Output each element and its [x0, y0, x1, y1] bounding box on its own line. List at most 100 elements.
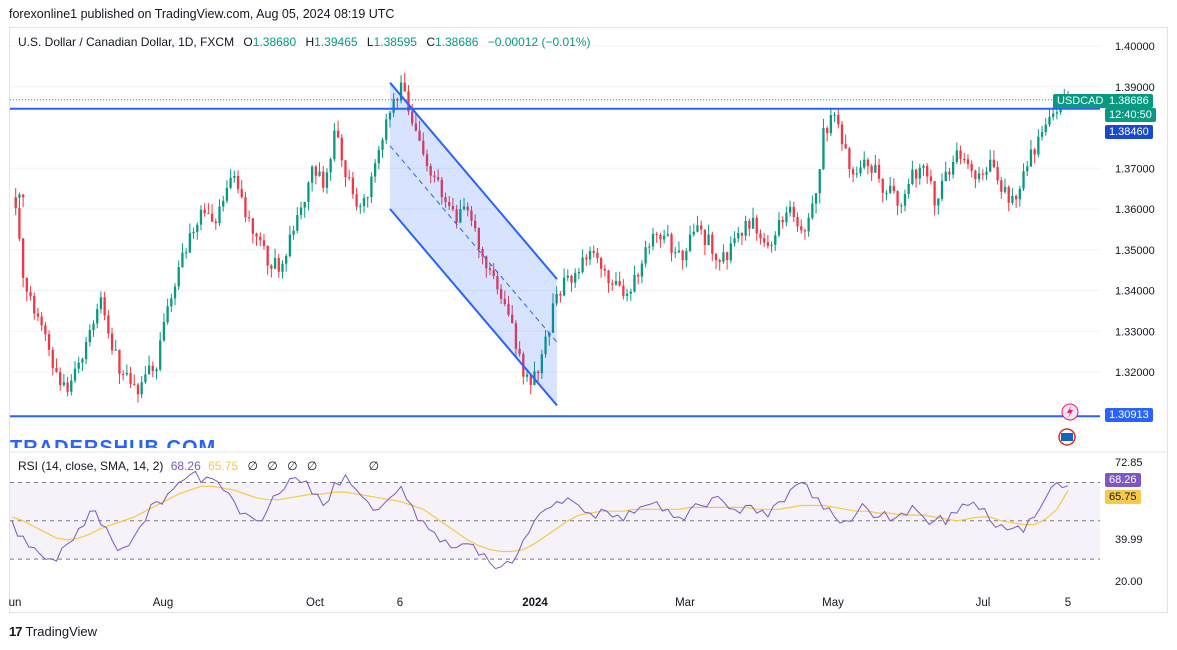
- candle-body: [944, 171, 947, 182]
- candle-body: [285, 256, 288, 264]
- candle-body: [603, 268, 606, 271]
- candle-body: [140, 382, 143, 395]
- candle-body: [488, 268, 492, 271]
- candle-body: [914, 169, 918, 179]
- candle-body: [1033, 149, 1036, 155]
- candle-body: [418, 130, 421, 141]
- candle-body: [88, 330, 91, 343]
- rsi-axis-label: 39.99: [1115, 534, 1143, 546]
- candle-body: [422, 140, 425, 155]
- candle-body: [885, 192, 888, 194]
- candle-body: [362, 197, 366, 207]
- candle-body: [25, 277, 28, 292]
- candle-body: [448, 202, 451, 206]
- x-tick-label: 2024: [522, 597, 548, 609]
- candle-body: [21, 238, 25, 278]
- candle-body: [566, 275, 569, 278]
- candle-body: [1029, 149, 1033, 167]
- candle-body: [314, 166, 317, 176]
- candle-body: [900, 205, 903, 207]
- candle-body: [96, 309, 99, 324]
- candle-body: [329, 159, 332, 173]
- rsi-legend: RSI (14, close, SMA, 14, 2) 68.26 65.75 …: [18, 459, 379, 473]
- candle-body: [748, 220, 751, 229]
- candle-body: [474, 220, 477, 229]
- candle-body: [296, 214, 299, 231]
- close-label: C: [426, 35, 435, 49]
- candle-body: [1011, 195, 1014, 203]
- candle-body: [685, 251, 688, 261]
- candle-body: [996, 167, 999, 181]
- candle-body: [662, 235, 666, 240]
- candle-body: [651, 234, 655, 247]
- high-label: H: [305, 35, 315, 49]
- candle-body: [955, 150, 958, 162]
- candle-body: [640, 263, 644, 277]
- candle-body: [188, 233, 192, 253]
- candle-body: [1026, 166, 1029, 172]
- candle-body: [381, 139, 384, 150]
- symbol-title: U.S. Dollar / Canadian Dollar, 1D, FXCM: [18, 35, 235, 49]
- candle-body: [677, 250, 681, 253]
- candle-body: [866, 159, 870, 166]
- candle-body: [625, 293, 629, 296]
- candle-body: [777, 219, 781, 236]
- candle-body: [655, 234, 658, 236]
- candle-body: [370, 176, 373, 198]
- candle-body: [536, 371, 540, 374]
- candle-body: [222, 200, 225, 207]
- candle-body: [870, 165, 873, 173]
- candle-body: [992, 159, 996, 168]
- candle-body: [911, 169, 914, 184]
- candle-body: [548, 332, 551, 337]
- footer-brand[interactable]: 17 TradingView: [9, 624, 97, 639]
- candle-body: [733, 238, 736, 244]
- candle-body: [481, 248, 484, 257]
- rsi-axis-label: 20.00: [1115, 576, 1143, 588]
- candle-body: [648, 246, 651, 248]
- candle-body: [1044, 124, 1047, 133]
- rsi-axis-label: 72.85: [1115, 457, 1143, 469]
- candle-body: [618, 280, 621, 286]
- candle-body: [688, 234, 692, 252]
- candle-body: [47, 334, 51, 350]
- candle-body: [529, 374, 532, 385]
- candle-body: [559, 294, 562, 296]
- candle-body: [455, 209, 458, 223]
- candle-body: [103, 297, 106, 316]
- candle-body: [507, 304, 510, 315]
- candle-body: [803, 230, 807, 232]
- candle-body: [77, 362, 80, 369]
- candle-body: [770, 244, 773, 246]
- candle-body: [851, 169, 855, 175]
- candle-body: [392, 98, 395, 113]
- chart-frame: [9, 27, 1168, 613]
- candle-body: [166, 306, 169, 323]
- candle-body: [214, 221, 217, 224]
- candle-body: [826, 128, 829, 134]
- candle-body: [459, 209, 462, 223]
- candle-body: [514, 323, 518, 349]
- candle-body: [244, 197, 247, 218]
- candle-body: [414, 123, 418, 131]
- candle-body: [307, 182, 310, 202]
- flag-icon-canton: [1061, 433, 1073, 441]
- candle-body: [892, 185, 896, 192]
- channel-lower-line: [389, 208, 558, 407]
- y-tick-label: 1.39000: [1115, 82, 1155, 94]
- candle-body: [814, 193, 818, 204]
- candle-body: [1014, 195, 1018, 200]
- x-tick-label: 5: [1065, 597, 1071, 609]
- candle-body: [811, 203, 814, 218]
- candle-body: [259, 236, 262, 241]
- candle-body: [1040, 132, 1044, 137]
- watermark: TRADERSHUB.COM: [10, 437, 217, 448]
- candle-body: [299, 207, 303, 215]
- y-tick-label: 1.32000: [1115, 367, 1155, 379]
- candle-body: [818, 169, 821, 194]
- candle-body: [981, 173, 984, 175]
- candle-body: [718, 260, 721, 262]
- open-value: 1.38680: [252, 35, 297, 49]
- candle-body: [829, 115, 833, 134]
